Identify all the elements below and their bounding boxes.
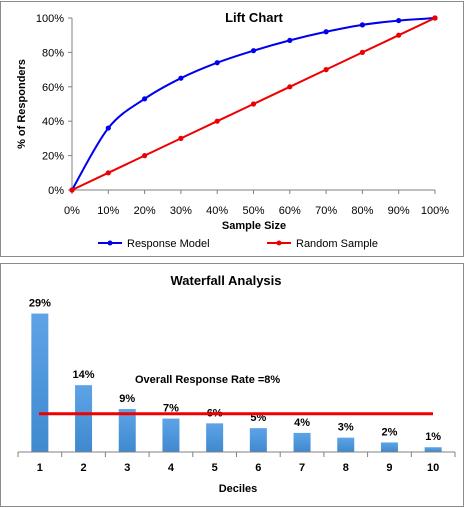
lift-x-tick-label: 10% bbox=[97, 205, 119, 217]
legend-response-model-marker bbox=[107, 240, 113, 246]
lift-series-random-sample-point bbox=[142, 153, 148, 159]
waterfall-bar bbox=[337, 437, 355, 452]
lift-series-random-sample-point bbox=[69, 187, 75, 193]
lift-series-random-sample-point bbox=[105, 170, 111, 176]
waterfall-bar-data-label: 9% bbox=[119, 393, 135, 405]
waterfall-x-tick-label: 3 bbox=[124, 462, 130, 474]
waterfall-chart-panel: Waterfall Analysis Deciles 29%14%9%7%6%5… bbox=[0, 263, 464, 507]
legend-response-model-label: Response Model bbox=[127, 238, 210, 250]
waterfall-x-tick-label: 8 bbox=[343, 462, 349, 474]
waterfall-x-tick-label: 10 bbox=[427, 462, 439, 474]
lift-x-tick-label: 0% bbox=[64, 205, 80, 217]
waterfall-bar-data-label: 4% bbox=[294, 417, 310, 429]
lift-series-random-sample-point bbox=[250, 101, 257, 107]
lift-x-tick-label: 50% bbox=[242, 205, 264, 217]
lift-series-random-sample-point bbox=[359, 49, 365, 56]
lift-y-tick-label: 40% bbox=[42, 116, 64, 128]
lift-x-tick-label: 40% bbox=[206, 205, 228, 217]
lift-y-axis-title: % of Responders bbox=[16, 59, 28, 149]
waterfall-x-tick-label: 2 bbox=[80, 462, 86, 474]
legend-random-sample-marker bbox=[276, 240, 282, 246]
lift-y-tick-label: 80% bbox=[42, 47, 64, 59]
waterfall-x-tick-label: 5 bbox=[212, 462, 218, 474]
lift-series-response-model-point bbox=[178, 75, 184, 81]
waterfall-bar-data-label: 14% bbox=[73, 369, 95, 381]
overall-response-rate-label: Overall Response Rate =8% bbox=[135, 374, 280, 386]
lift-y-tick-label: 0% bbox=[48, 185, 64, 197]
lift-series-response-model-point bbox=[214, 60, 220, 66]
lift-series-response-model-point bbox=[142, 96, 148, 102]
waterfall-x-tick-label: 6 bbox=[255, 462, 261, 474]
waterfall-bar bbox=[75, 385, 93, 452]
waterfall-bar bbox=[249, 428, 267, 452]
waterfall-bar-data-label: 7% bbox=[163, 403, 179, 415]
lift-series-response-model-point bbox=[323, 29, 329, 35]
lift-series-response-model-point bbox=[396, 17, 402, 24]
waterfall-bar bbox=[380, 442, 398, 452]
lift-x-tick-label: 90% bbox=[388, 205, 410, 217]
lift-series-response-model-point bbox=[287, 37, 293, 43]
lift-series-response-model-point bbox=[250, 48, 257, 54]
lift-x-tick-label: 60% bbox=[279, 205, 301, 217]
lift-chart-title: Lift Chart bbox=[225, 10, 283, 25]
lift-x-tick-label: 80% bbox=[351, 205, 373, 217]
lift-y-tick-label: 60% bbox=[42, 82, 64, 94]
waterfall-x-tick-label: 1 bbox=[37, 462, 43, 474]
lift-y-tick-label: 100% bbox=[36, 13, 64, 25]
waterfall-bar bbox=[31, 313, 49, 452]
lift-series-random-sample-point bbox=[396, 32, 402, 38]
lift-y-tick-label: 20% bbox=[42, 151, 64, 163]
lift-series-response-model-point bbox=[105, 125, 111, 131]
waterfall-bar-data-label: 3% bbox=[338, 422, 354, 434]
waterfall-bar bbox=[424, 447, 442, 452]
waterfall-x-tick-label: 4 bbox=[168, 462, 175, 474]
waterfall-chart-title: Waterfall Analysis bbox=[170, 273, 281, 288]
lift-series-response-model-point bbox=[359, 22, 365, 28]
waterfall-bar-data-label: 29% bbox=[29, 298, 51, 310]
lift-chart: Lift Chart % of Responders Sample Size 0… bbox=[16, 10, 449, 250]
waterfall-x-axis-title: Deciles bbox=[219, 483, 258, 495]
lift-series-random-sample-point bbox=[178, 135, 184, 141]
waterfall-bar-data-label: 2% bbox=[381, 426, 397, 438]
waterfall-x-tick-label: 7 bbox=[299, 462, 305, 474]
lift-x-tick-label: 30% bbox=[170, 205, 192, 217]
waterfall-bar bbox=[293, 432, 311, 452]
lift-series-random-sample-point bbox=[323, 67, 329, 73]
lift-series-random-sample-point bbox=[214, 118, 220, 124]
lift-x-tick-label: 20% bbox=[134, 205, 156, 217]
lift-x-tick-label: 100% bbox=[421, 205, 449, 217]
waterfall-bar bbox=[118, 409, 136, 452]
legend-random-sample-label: Random Sample bbox=[296, 238, 378, 250]
lift-legend: Response Model Random Sample bbox=[98, 238, 378, 250]
waterfall-x-tick-label: 9 bbox=[386, 462, 392, 474]
lift-x-axis-title: Sample Size bbox=[222, 220, 286, 232]
lift-series-random-sample-point bbox=[432, 15, 438, 21]
waterfall-bar bbox=[206, 423, 224, 452]
waterfall-bar bbox=[162, 418, 180, 452]
lift-x-tick-label: 70% bbox=[315, 205, 337, 217]
waterfall-bar-data-label: 1% bbox=[425, 431, 441, 443]
lift-series-random-sample-point bbox=[287, 84, 293, 90]
lift-chart-panel: Lift Chart % of Responders Sample Size 0… bbox=[0, 1, 464, 257]
waterfall-chart: Waterfall Analysis Deciles 29%14%9%7%6%5… bbox=[17, 273, 456, 495]
